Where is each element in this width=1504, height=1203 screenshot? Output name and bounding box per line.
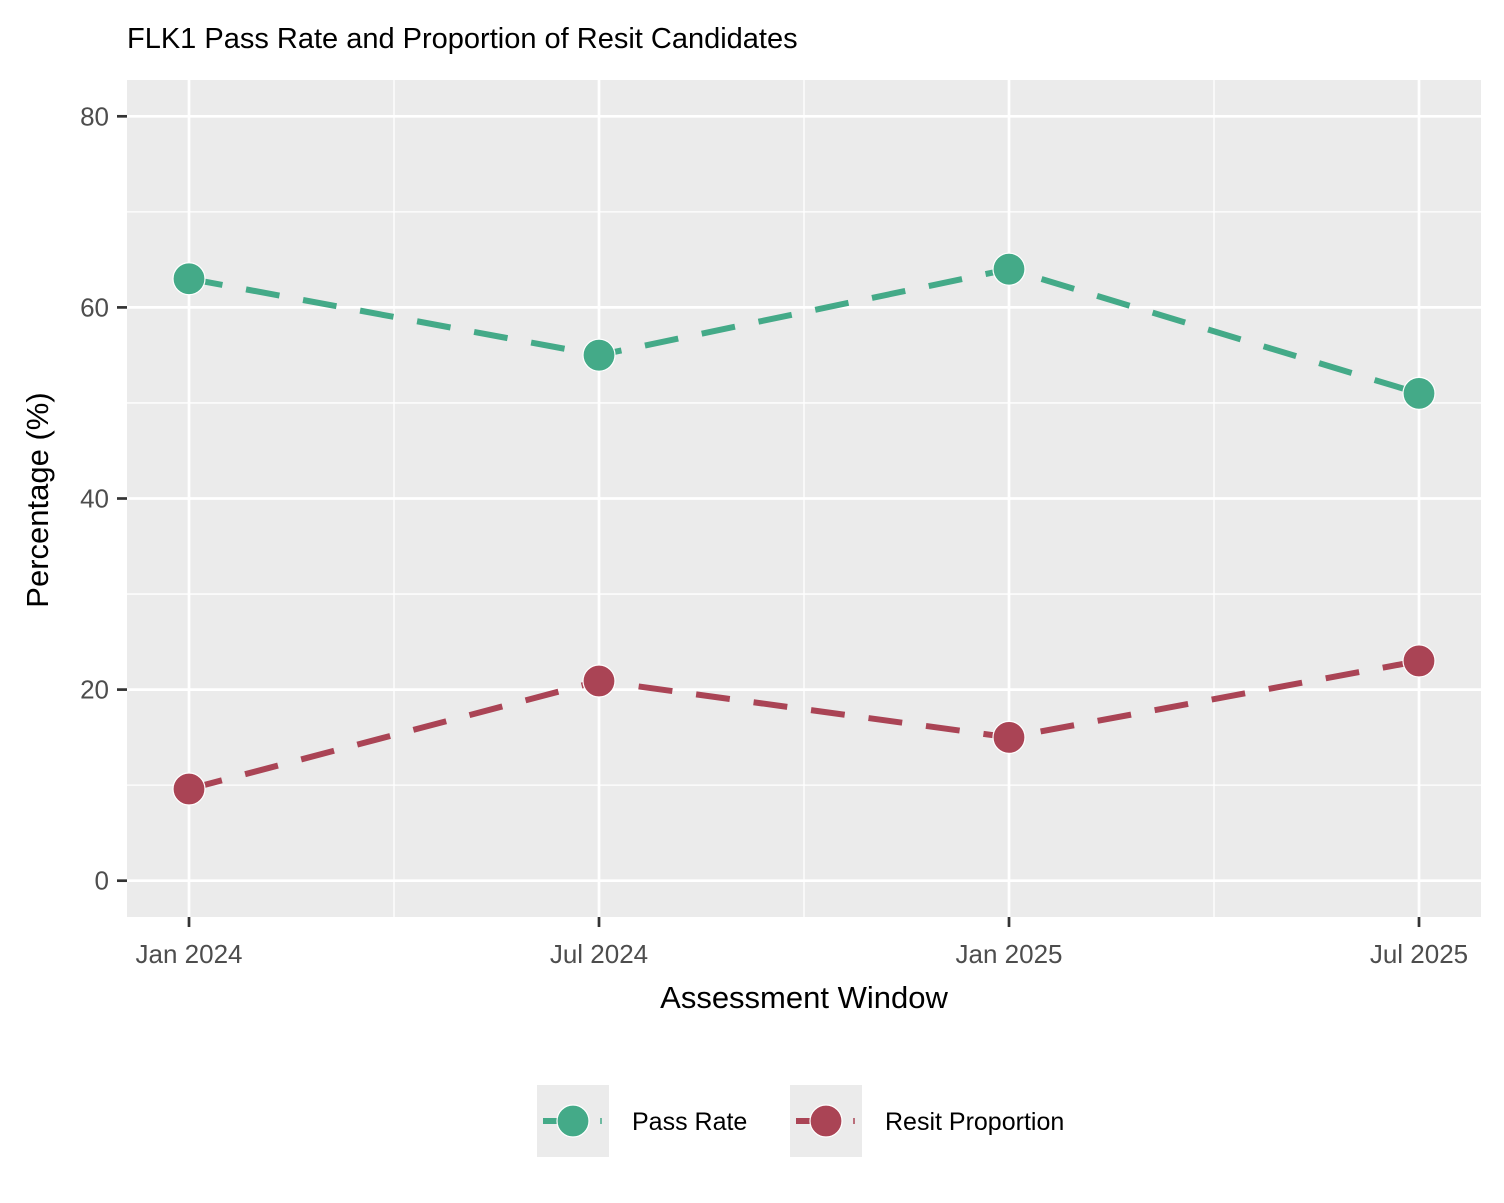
series-lines	[188, 266, 1420, 792]
major-gridlines	[127, 80, 1481, 917]
y-tick-label: 40	[80, 484, 109, 514]
y-tick-label: 0	[95, 866, 109, 896]
series-points	[172, 252, 1436, 806]
resit-proportion-point	[992, 720, 1026, 754]
x-tick-label: Jul 2025	[1370, 939, 1468, 969]
legend-key-point	[809, 1104, 843, 1138]
chart-title: FLK1 Pass Rate and Proportion of Resit C…	[127, 23, 798, 55]
x-tick-label: Jul 2024	[550, 939, 648, 969]
legend-label: Resit Proportion	[885, 1108, 1064, 1136]
y-axis: 0 20 40 60 80	[80, 101, 127, 896]
pass-rate-point	[172, 262, 206, 296]
x-axis: Jan 2024 Jul 2024 Jan 2025 Jul 2025	[136, 917, 1468, 969]
pass-rate-point	[582, 338, 616, 372]
legend-label: Pass Rate	[632, 1108, 747, 1136]
resit-proportion-point	[172, 772, 206, 806]
y-tick-label: 60	[80, 292, 109, 322]
y-tick-label: 20	[80, 675, 109, 705]
pass-rate-line	[188, 266, 1420, 397]
pass-rate-point	[992, 252, 1026, 286]
x-tick-label: Jan 2024	[136, 939, 243, 969]
resit-proportion-point	[582, 664, 616, 698]
legend-key-point	[556, 1104, 590, 1138]
resit-proportion-line	[188, 657, 1420, 792]
x-axis-title: Assessment Window	[660, 980, 948, 1015]
legend: Pass Rate Resit Proportion	[537, 1085, 1064, 1157]
x-tick-label: Jan 2025	[956, 939, 1063, 969]
y-axis-title: Percentage (%)	[20, 392, 55, 607]
pass-rate-point	[1402, 376, 1436, 410]
legend-item-resit-proportion: Resit Proportion	[790, 1085, 1064, 1157]
y-tick-label: 80	[80, 101, 109, 131]
resit-proportion-point	[1402, 644, 1436, 678]
legend-item-pass-rate: Pass Rate	[537, 1085, 747, 1157]
